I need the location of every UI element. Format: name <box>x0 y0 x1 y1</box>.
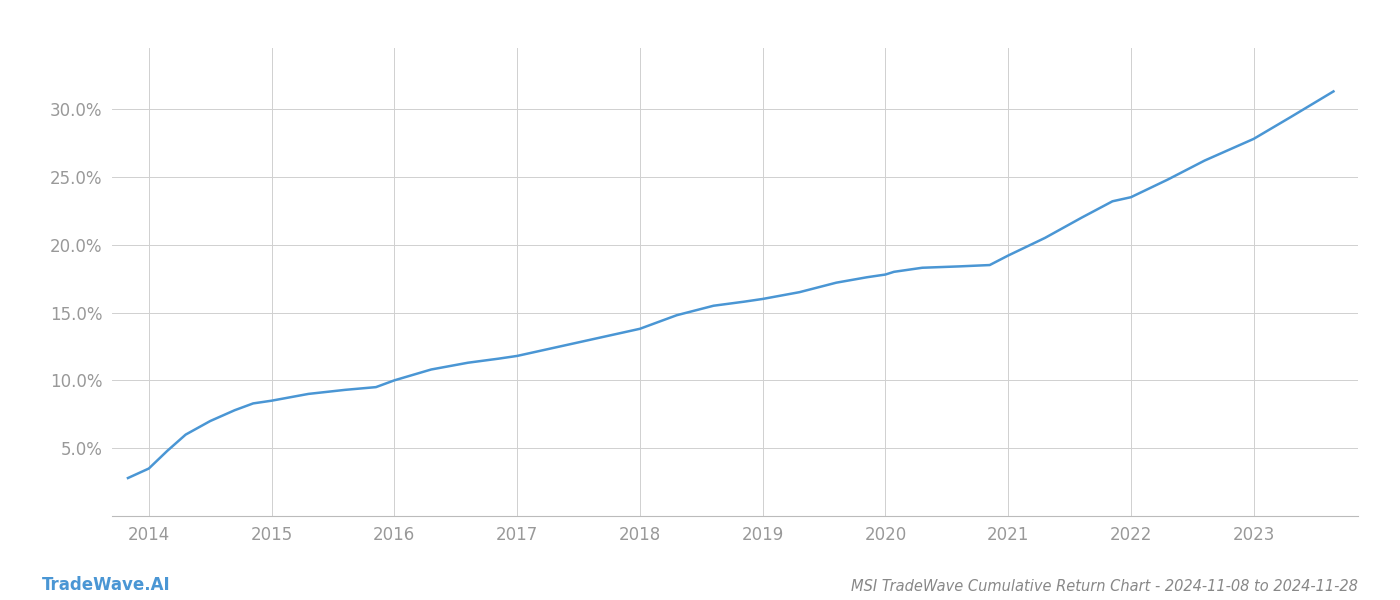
Text: MSI TradeWave Cumulative Return Chart - 2024-11-08 to 2024-11-28: MSI TradeWave Cumulative Return Chart - … <box>851 579 1358 594</box>
Text: TradeWave.AI: TradeWave.AI <box>42 576 171 594</box>
